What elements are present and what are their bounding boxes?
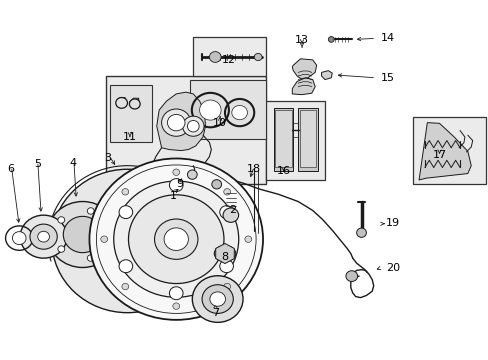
Text: 20: 20	[385, 263, 399, 273]
Ellipse shape	[254, 53, 262, 60]
Bar	[412, 117, 485, 184]
Text: 15: 15	[380, 73, 394, 83]
Text: 6: 6	[7, 164, 14, 174]
Ellipse shape	[47, 202, 118, 267]
Text: 18: 18	[247, 164, 261, 174]
Ellipse shape	[105, 231, 112, 238]
Ellipse shape	[30, 224, 57, 249]
Polygon shape	[298, 108, 317, 171]
Ellipse shape	[356, 228, 366, 237]
Ellipse shape	[167, 114, 184, 131]
Text: 8: 8	[221, 252, 228, 262]
Ellipse shape	[224, 283, 230, 290]
Ellipse shape	[87, 208, 94, 214]
Ellipse shape	[128, 195, 224, 284]
Text: 19: 19	[385, 218, 399, 228]
Ellipse shape	[169, 179, 183, 192]
Ellipse shape	[12, 231, 26, 244]
Ellipse shape	[58, 246, 64, 252]
Ellipse shape	[328, 37, 333, 42]
Ellipse shape	[161, 109, 190, 136]
Ellipse shape	[108, 223, 146, 259]
Polygon shape	[292, 59, 316, 80]
Ellipse shape	[187, 170, 197, 179]
Text: 9: 9	[176, 179, 183, 189]
Polygon shape	[215, 243, 234, 264]
Text: 1: 1	[170, 191, 177, 201]
Ellipse shape	[119, 260, 132, 273]
Bar	[189, 80, 266, 139]
Ellipse shape	[58, 217, 64, 223]
Polygon shape	[292, 78, 315, 95]
Ellipse shape	[101, 236, 107, 242]
Ellipse shape	[114, 181, 238, 297]
Ellipse shape	[88, 204, 166, 278]
Text: 17: 17	[431, 150, 446, 160]
Ellipse shape	[182, 116, 203, 136]
Ellipse shape	[87, 255, 94, 261]
Ellipse shape	[164, 228, 188, 251]
Text: 4: 4	[69, 158, 76, 168]
Ellipse shape	[192, 276, 243, 322]
Text: 16: 16	[276, 166, 290, 176]
Polygon shape	[275, 110, 291, 167]
Ellipse shape	[169, 287, 183, 300]
Text: 13: 13	[294, 35, 308, 45]
Ellipse shape	[122, 283, 128, 290]
Ellipse shape	[244, 236, 251, 242]
Ellipse shape	[52, 169, 203, 313]
Ellipse shape	[63, 216, 102, 253]
Ellipse shape	[38, 231, 49, 242]
Ellipse shape	[199, 100, 221, 120]
Polygon shape	[299, 110, 316, 167]
Ellipse shape	[223, 208, 238, 222]
Ellipse shape	[116, 98, 127, 108]
Ellipse shape	[209, 292, 225, 306]
Ellipse shape	[345, 271, 357, 282]
Ellipse shape	[89, 158, 263, 320]
Ellipse shape	[202, 285, 233, 314]
Ellipse shape	[122, 189, 128, 195]
Text: 3: 3	[104, 153, 111, 163]
Bar	[105, 76, 266, 184]
Polygon shape	[418, 123, 470, 180]
Text: 10: 10	[213, 118, 226, 128]
Text: 7: 7	[211, 308, 218, 318]
Ellipse shape	[20, 215, 67, 258]
Text: 12: 12	[222, 55, 236, 65]
Ellipse shape	[214, 246, 235, 261]
Ellipse shape	[211, 180, 221, 189]
Ellipse shape	[209, 51, 221, 62]
Ellipse shape	[231, 105, 247, 120]
Ellipse shape	[119, 206, 132, 219]
Ellipse shape	[172, 169, 179, 175]
Text: 14: 14	[380, 33, 394, 43]
Text: 11: 11	[122, 132, 137, 142]
Ellipse shape	[154, 219, 198, 259]
Ellipse shape	[187, 121, 199, 132]
Ellipse shape	[129, 99, 140, 109]
Text: 2: 2	[228, 206, 235, 216]
Polygon shape	[157, 92, 205, 150]
Ellipse shape	[219, 260, 233, 273]
Text: 5: 5	[34, 159, 41, 169]
Ellipse shape	[219, 206, 233, 219]
Ellipse shape	[172, 303, 179, 309]
Polygon shape	[321, 71, 331, 80]
Bar	[110, 85, 152, 142]
Bar	[266, 101, 325, 180]
Ellipse shape	[224, 189, 230, 195]
Bar	[193, 37, 266, 76]
Polygon shape	[273, 108, 293, 171]
